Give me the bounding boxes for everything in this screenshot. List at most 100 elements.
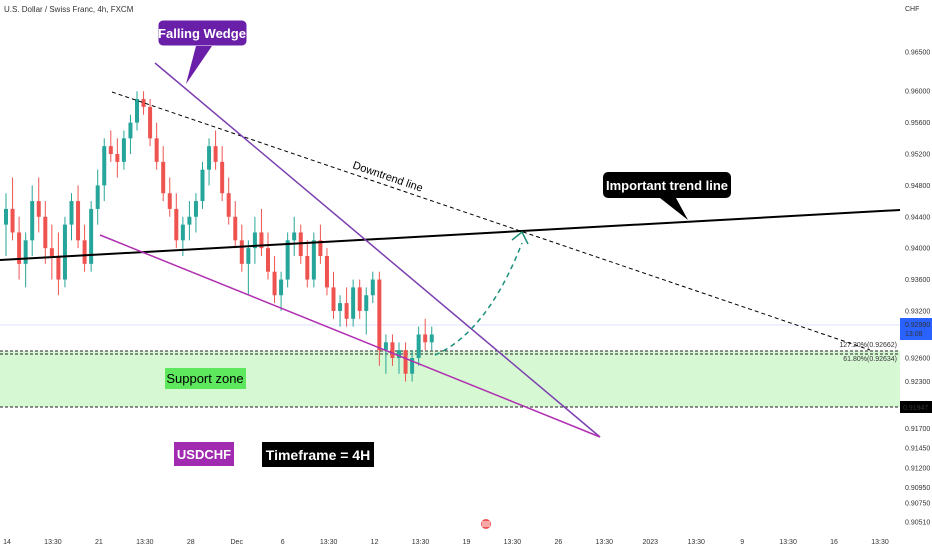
candle-body: [246, 248, 251, 264]
support-price-tag: 0.91947: [900, 401, 932, 413]
symbol-badge-label: USDCHF: [177, 447, 231, 462]
candle-body: [89, 208, 94, 264]
candle-body: [233, 216, 238, 241]
candle-body: [331, 287, 336, 311]
candle-body: [364, 295, 369, 311]
candle-body: [226, 193, 231, 217]
candle-body: [121, 138, 126, 162]
time-axis-tick: 21: [95, 539, 103, 546]
important-trend-line-label: Important trend line: [606, 178, 728, 193]
candle-body: [187, 216, 192, 225]
candle-body: [17, 232, 22, 264]
price-axis-tick: 0.94800: [905, 183, 930, 190]
candle-body: [95, 185, 100, 209]
candle-body: [311, 240, 316, 280]
price-axis-tick: 0.92600: [905, 356, 930, 363]
candle-body: [305, 256, 310, 280]
candle-body: [141, 99, 146, 107]
candle-body: [390, 342, 395, 359]
timeframe-badge-label: Timeframe = 4H: [266, 447, 370, 463]
candle-body: [43, 216, 48, 249]
price-axis-tick: 0.93200: [905, 308, 930, 315]
price-axis-tick: 0.91450: [905, 446, 930, 453]
symbol-badge-box: [174, 442, 234, 466]
event-flag-icon[interactable]: [481, 519, 491, 529]
candle-body: [397, 350, 401, 359]
price-axis-tick: 0.91200: [905, 465, 930, 472]
time-axis-tick: 19: [463, 539, 471, 546]
candle-body: [69, 201, 74, 225]
wedge-upper-line[interactable]: [154, 62, 601, 438]
candle-body: [220, 161, 225, 194]
candle-body: [115, 154, 120, 162]
candle-body: [403, 350, 408, 374]
candle-body: [174, 208, 179, 241]
price-axis-tick: 0.94000: [905, 246, 930, 253]
time-axis-tick: 12: [371, 539, 379, 546]
candle-body: [410, 358, 415, 374]
candle-body: [30, 201, 35, 241]
time-axis-tick: 13:30: [320, 539, 338, 546]
candle-body: [370, 279, 375, 296]
price-axis[interactable]: 0.96500 0.96000 0.95600 0.95200 0.94800 0.944…: [905, 50, 930, 527]
downtrend-line[interactable]: [111, 91, 871, 351]
candle-body: [239, 240, 244, 264]
candle-body: [377, 279, 382, 351]
price-axis-tick: 0.91700: [905, 426, 930, 433]
candle-body: [383, 342, 388, 351]
candle-body: [200, 169, 205, 202]
price-axis-tick: 0.90510: [905, 520, 930, 527]
time-axis-tick: Dec: [231, 539, 244, 546]
candles-group: [4, 91, 434, 382]
falling-wedge-callout: Falling Wedge: [157, 19, 248, 84]
candle-body: [416, 334, 421, 359]
candle-body: [351, 287, 356, 319]
projection-path: [434, 242, 523, 356]
candle-body: [161, 161, 166, 194]
candle-body: [429, 334, 434, 343]
candle-body: [318, 240, 323, 257]
candle-body: [154, 138, 159, 162]
candle-body: [259, 232, 264, 249]
candle-body: [292, 232, 297, 241]
candle-body: [285, 240, 290, 280]
time-axis[interactable]: 14 13:30 21 13:30 28 Dec 6 13:30 12 13:30 19 13:30 2…: [3, 539, 889, 546]
time-axis-tick: 14: [3, 539, 11, 546]
price-axis-tick: 0.95600: [905, 120, 930, 127]
candle-body: [344, 303, 349, 319]
time-axis-tick: 28: [187, 539, 195, 546]
candle-body: [49, 248, 54, 257]
candle-body: [76, 201, 81, 241]
price-axis-tick: 0.93600: [905, 277, 930, 284]
candle-body: [266, 248, 270, 272]
time-axis-tick: 9: [740, 539, 744, 546]
candle-body: [102, 146, 107, 186]
candle-body: [207, 146, 212, 170]
candle-body: [357, 287, 362, 311]
candle-body: [213, 146, 218, 162]
fib-127-label: 127.20%(0.92662): [839, 342, 897, 349]
time-axis-tick: 13:30: [871, 539, 889, 546]
currency-label: CHF: [905, 6, 919, 13]
price-axis-tick: 0.96000: [905, 89, 930, 96]
candle-body: [167, 193, 172, 209]
support-zone-label-box: [165, 368, 246, 389]
candle-body: [23, 240, 28, 264]
wedge-lower-line[interactable]: [99, 234, 601, 438]
candle-body: [62, 224, 67, 280]
time-axis-tick: 13:30: [136, 539, 154, 546]
important-trend-line-callout: Important trend line: [603, 172, 731, 220]
candle-body: [338, 303, 343, 311]
price-axis-tick: 0.90750: [905, 501, 930, 508]
support-zone-label: Support zone: [166, 371, 243, 386]
time-axis-tick: 26: [554, 539, 562, 546]
important-trend-line[interactable]: [0, 209, 901, 261]
price-axis-tick: 0.90950: [905, 485, 930, 492]
fib-618-label: 61.80%(0.92634): [843, 356, 897, 363]
time-axis-tick: 13:30: [412, 539, 430, 546]
candle-body: [135, 99, 139, 123]
time-axis-tick: 13:30: [687, 539, 705, 546]
time-axis-tick: 6: [281, 539, 285, 546]
candle-body: [148, 106, 153, 139]
